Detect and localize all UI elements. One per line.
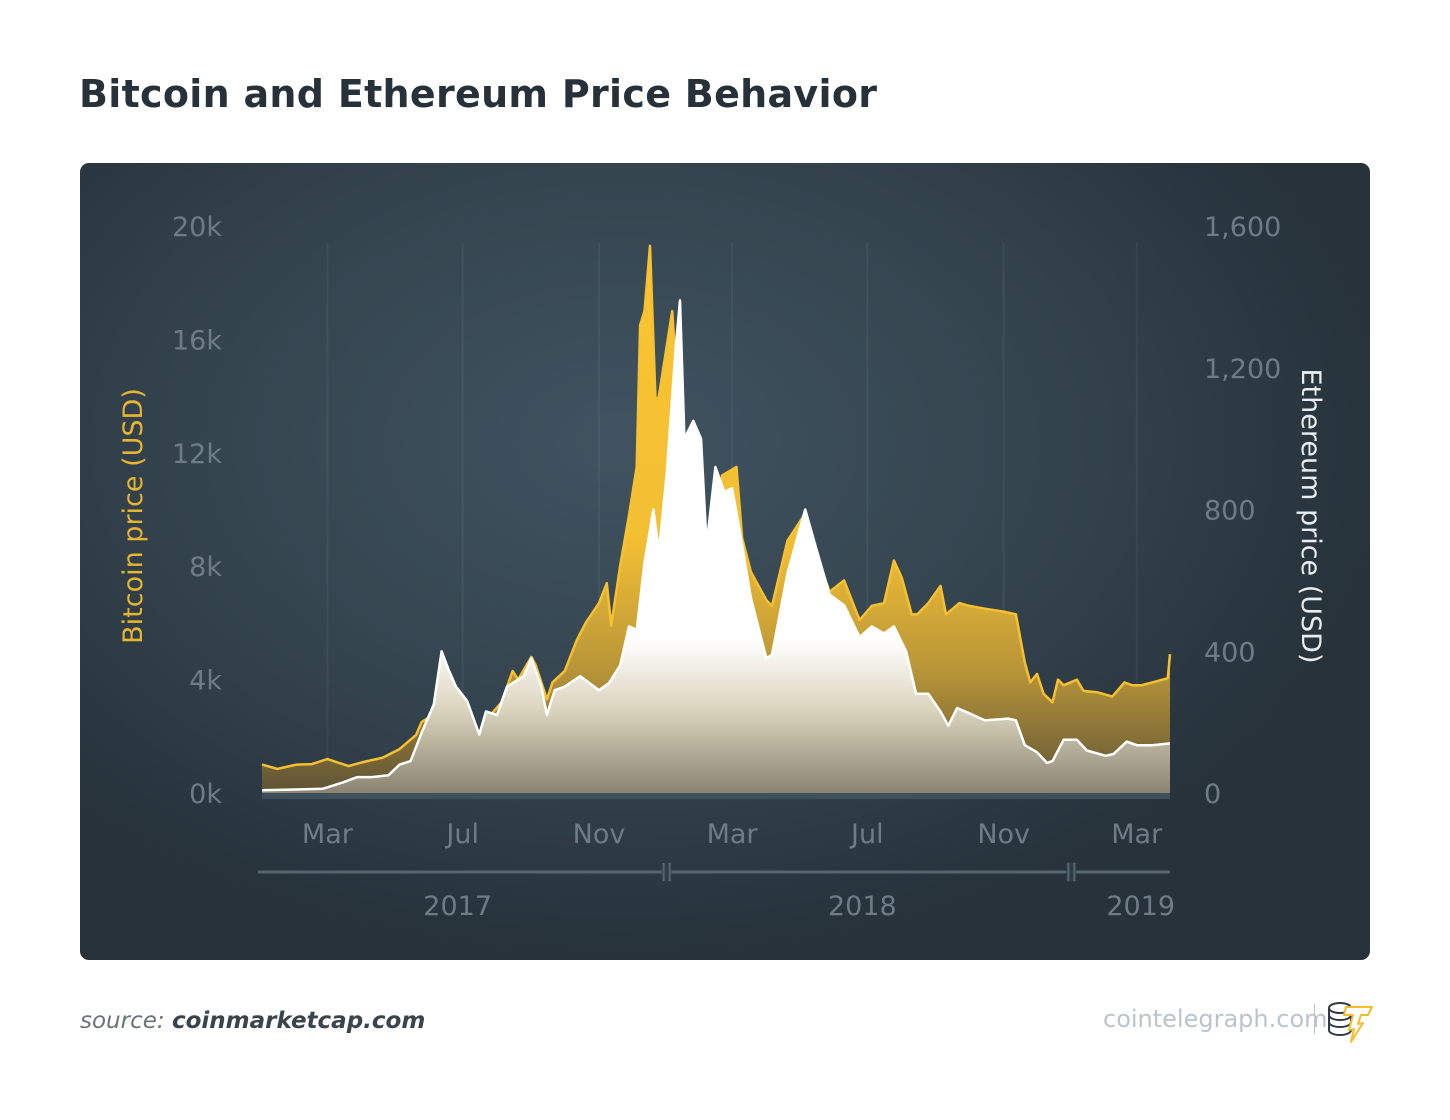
right-tick-label: 800 xyxy=(1204,496,1256,527)
right-tick-label: 0 xyxy=(1204,779,1221,810)
x-tick-label: Nov xyxy=(977,819,1030,850)
year-axis: 2017 2018 2019 xyxy=(258,862,1175,922)
left-tick-label: 8k xyxy=(189,552,222,583)
left-tick-label: 4k xyxy=(189,666,222,697)
x-tick-label: Nov xyxy=(573,819,626,850)
left-tick-label: 20k xyxy=(172,212,222,243)
baseline xyxy=(262,793,1170,799)
year-label: 2017 xyxy=(423,891,492,922)
source-name: coinmarketcap.com xyxy=(171,1008,426,1034)
x-tick-label: Jul xyxy=(849,819,884,850)
year-label: 2018 xyxy=(828,891,897,922)
cointelegraph-logo-icon xyxy=(1328,1002,1373,1043)
x-tick-label: Mar xyxy=(1111,819,1163,850)
series-areas xyxy=(261,244,1172,794)
right-axis-title: Ethereum price (USD) xyxy=(1295,368,1326,663)
series-lines xyxy=(261,299,1171,792)
left-tick-label: 12k xyxy=(172,439,222,470)
left-tick-label: 0k xyxy=(189,779,222,810)
right-tick-label: 1,600 xyxy=(1204,212,1281,243)
right-tick-label: 1,200 xyxy=(1204,354,1281,385)
vertical-gridlines xyxy=(262,243,1170,799)
x-tick-label: Mar xyxy=(707,819,759,850)
chart-panel: 0k 4k 8k 12k 16k 20k 0 400 800 1,200 1,600 Mar Jul No… xyxy=(80,163,1370,960)
ethereum-area xyxy=(262,300,1170,793)
left-axis-title: Bitcoin price (USD) xyxy=(118,388,149,644)
source-prefix: source: xyxy=(80,1008,165,1034)
x-tick-label: Mar xyxy=(302,819,354,850)
right-tick-label: 400 xyxy=(1204,637,1256,668)
left-tick-label: 16k xyxy=(172,325,222,356)
year-label: 2019 xyxy=(1106,891,1175,922)
price-chart: 0k 4k 8k 12k 16k 20k 0 400 800 1,200 1,600 Mar Jul No… xyxy=(118,212,1326,922)
source-note: source: coinmarketcap.com xyxy=(80,1008,425,1034)
axis-ticks: 0k 4k 8k 12k 16k 20k 0 400 800 1,200 1,600 Mar Jul No… xyxy=(118,212,1326,850)
year-break-gap xyxy=(661,862,672,882)
brand-link[interactable]: cointelegraph.com xyxy=(1103,1005,1328,1033)
year-break-gap xyxy=(1066,862,1077,882)
chart-title: Bitcoin and Ethereum Price Behavior xyxy=(79,72,878,116)
x-tick-label: Jul xyxy=(444,819,479,850)
ethereum-line xyxy=(261,299,1171,792)
divider xyxy=(1314,1004,1315,1034)
